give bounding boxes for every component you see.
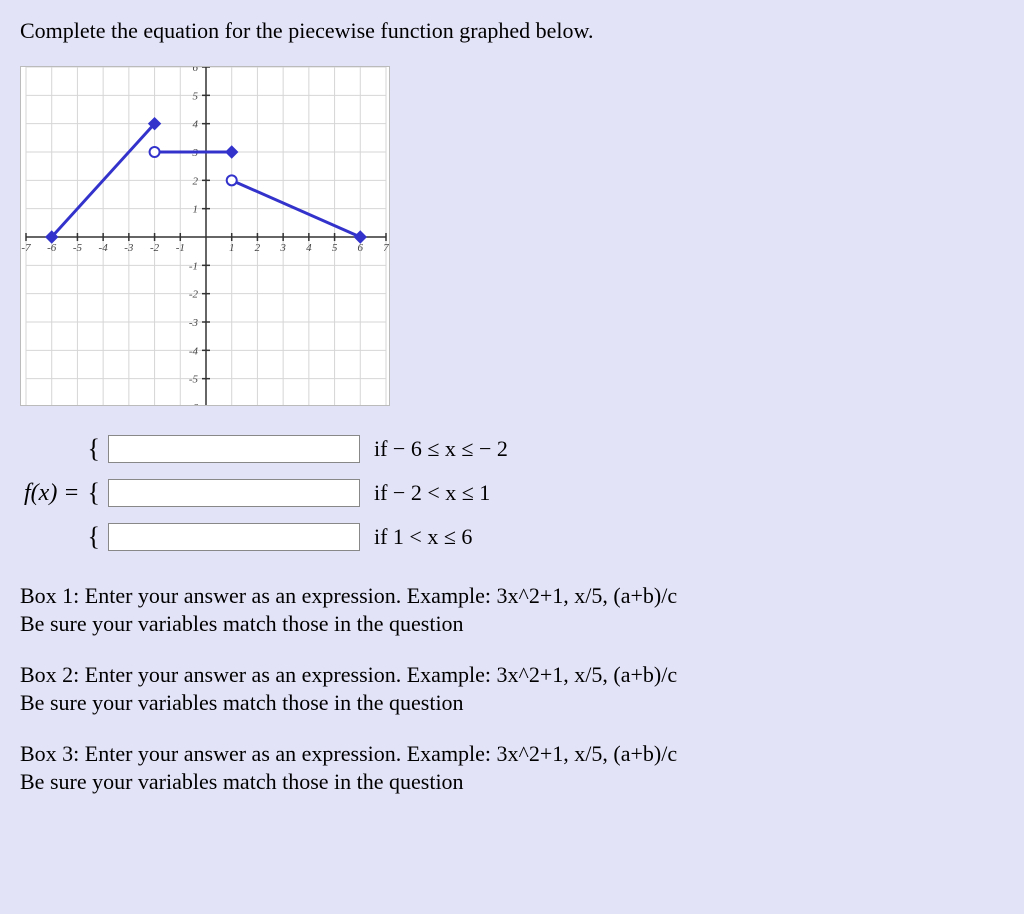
instruction-text: Complete the equation for the piecewise … (20, 18, 1004, 44)
svg-text:5: 5 (332, 242, 338, 254)
answer-input-2[interactable] (108, 479, 360, 507)
svg-text:-6: -6 (189, 402, 199, 406)
piecewise-row-3: { if 1 < x ≤ 6 (88, 522, 508, 552)
svg-text:4: 4 (306, 242, 312, 254)
piecewise-rows: { if − 6 ≤ x ≤ − 2 { if − 2 < x ≤ 1 { if… (88, 434, 508, 552)
condition-2: if − 2 < x ≤ 1 (374, 480, 490, 506)
svg-text:4: 4 (193, 119, 199, 131)
brace-icon: { (88, 434, 100, 464)
svg-text:1: 1 (193, 204, 199, 216)
svg-text:-4: -4 (99, 242, 109, 254)
svg-text:-1: -1 (189, 260, 198, 272)
piecewise-row-2: { if − 2 < x ≤ 1 (88, 478, 508, 508)
svg-text:-5: -5 (73, 242, 83, 254)
answer-input-3[interactable] (108, 523, 360, 551)
svg-text:-7: -7 (21, 242, 31, 254)
svg-text:6: 6 (193, 67, 199, 74)
condition-1: if − 6 ≤ x ≤ − 2 (374, 436, 508, 462)
box2-instructions: Box 2: Enter your answer as an expressio… (20, 661, 1004, 716)
svg-text:-5: -5 (189, 374, 199, 386)
svg-text:6: 6 (358, 242, 364, 254)
brace-icon: { (88, 522, 100, 552)
condition-3: if 1 < x ≤ 6 (374, 524, 472, 550)
svg-text:-3: -3 (124, 242, 134, 254)
equation-lhs: f(x) = (24, 480, 80, 507)
brace-icon: { (88, 478, 100, 508)
box1-instructions: Box 1: Enter your answer as an expressio… (20, 582, 1004, 637)
svg-text:7: 7 (383, 242, 389, 254)
svg-text:-1: -1 (176, 242, 185, 254)
piecewise-row-1: { if − 6 ≤ x ≤ − 2 (88, 434, 508, 464)
answer-input-1[interactable] (108, 435, 360, 463)
svg-text:-2: -2 (150, 242, 160, 254)
svg-text:-4: -4 (189, 345, 199, 357)
piecewise-graph: -7-6-5-4-3-2-11234567-6-5-4-3-2-1123456 (20, 66, 390, 406)
box3-instructions: Box 3: Enter your answer as an expressio… (20, 740, 1004, 795)
svg-text:1: 1 (229, 242, 235, 254)
svg-text:-2: -2 (189, 289, 199, 301)
svg-text:5: 5 (193, 90, 199, 102)
instructions-block: Box 1: Enter your answer as an expressio… (20, 582, 1004, 795)
svg-text:3: 3 (279, 242, 286, 254)
svg-text:2: 2 (193, 175, 199, 187)
svg-text:2: 2 (255, 242, 261, 254)
svg-text:-6: -6 (47, 242, 57, 254)
svg-text:-3: -3 (189, 317, 199, 329)
equation-block: f(x) = { if − 6 ≤ x ≤ − 2 { if − 2 < x ≤… (20, 434, 1004, 552)
